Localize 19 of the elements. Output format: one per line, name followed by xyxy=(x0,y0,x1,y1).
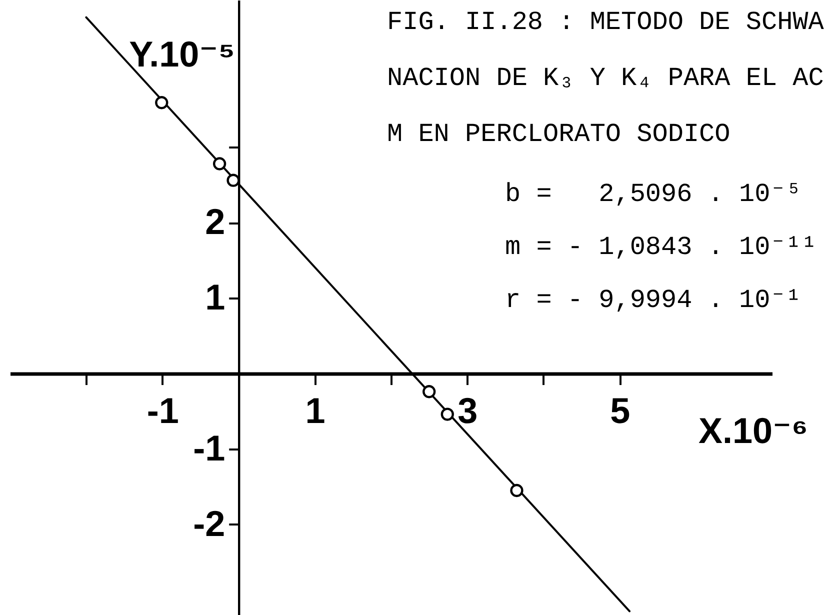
annotation: m = - 1,0843 . 10⁻¹¹ xyxy=(505,232,818,262)
point xyxy=(212,157,226,170)
y-tick-label: 1 xyxy=(205,276,226,318)
x-axis-title: X.10⁻⁶ xyxy=(698,410,808,452)
annotation: r = - 9,9994 . 10⁻¹ xyxy=(505,285,802,315)
annotation: b = 2,5096 . 10⁻⁵ xyxy=(505,179,802,209)
x-tick-label: 5 xyxy=(610,390,630,432)
y-tick-label: 2 xyxy=(205,201,226,242)
x-tick-label: -1 xyxy=(146,390,179,432)
point xyxy=(440,408,454,421)
y-axis-title: Y.10⁻⁵ xyxy=(129,34,236,74)
x-tick-label: 1 xyxy=(305,390,326,432)
y-tick-label: -1 xyxy=(193,427,226,468)
point xyxy=(155,96,168,110)
point xyxy=(226,174,240,187)
point xyxy=(422,385,436,398)
x-tick-label: 3 xyxy=(458,390,478,432)
y-tick-label: -2 xyxy=(193,502,226,544)
point xyxy=(510,484,524,498)
